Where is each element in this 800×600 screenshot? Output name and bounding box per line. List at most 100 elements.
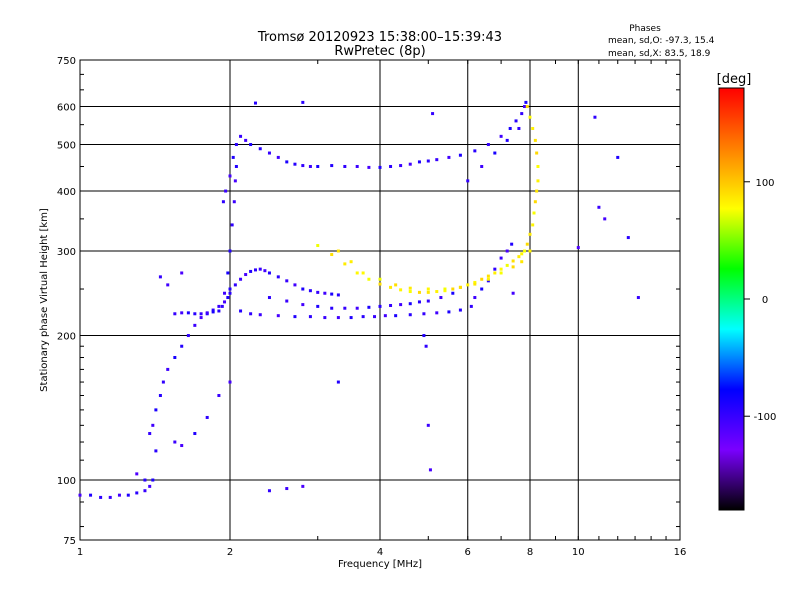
- x-mode-point: [499, 267, 503, 271]
- o-mode-point: [447, 310, 451, 314]
- o-mode-point: [480, 287, 484, 291]
- o-mode-point: [154, 408, 158, 412]
- o-mode-point: [336, 316, 340, 320]
- o-mode-point: [233, 283, 237, 287]
- o-mode-point: [301, 303, 305, 307]
- x-mode-point: [451, 287, 455, 291]
- o-mode-point: [293, 283, 297, 287]
- x-mode-point: [536, 179, 540, 183]
- o-mode-point: [469, 304, 473, 308]
- x-mode-point: [389, 285, 393, 289]
- x-mode-point: [533, 200, 537, 204]
- o-mode-point: [493, 151, 497, 155]
- o-mode-point: [285, 279, 289, 283]
- o-mode-point: [211, 310, 215, 314]
- x-mode-point: [532, 211, 536, 215]
- o-mode-point: [330, 164, 334, 168]
- o-mode-point: [244, 138, 248, 142]
- o-mode-point: [323, 316, 327, 320]
- o-mode-point: [154, 449, 158, 453]
- o-mode-point: [520, 112, 524, 116]
- o-mode-point: [308, 315, 312, 319]
- x-tick-label: 4: [377, 547, 383, 558]
- scattered-point: [285, 487, 289, 491]
- x-mode-point: [399, 288, 403, 292]
- x-mode-point: [480, 277, 484, 281]
- x-mode-point: [394, 283, 398, 287]
- scattered-point: [603, 217, 607, 221]
- o-mode-point: [249, 312, 253, 316]
- o-mode-point: [508, 126, 512, 130]
- x-mode-point: [525, 105, 529, 109]
- x-tick-label: 2: [227, 547, 233, 558]
- x-mode-point: [417, 290, 421, 294]
- o-mode-point: [499, 134, 503, 138]
- o-mode-point: [253, 268, 257, 272]
- o-mode-point: [336, 293, 340, 297]
- o-mode-point: [232, 200, 236, 204]
- o-mode-point: [267, 296, 271, 300]
- o-mode-point: [89, 493, 93, 497]
- colorbar-ticks: 100 0 -100: [744, 178, 776, 423]
- o-mode-point: [205, 311, 209, 315]
- colorbar-tick-label: -100: [754, 412, 777, 423]
- x-mode-point: [336, 249, 340, 253]
- o-mode-point: [447, 155, 451, 159]
- x-mode-point: [517, 255, 521, 259]
- o-mode-point: [435, 158, 439, 162]
- scattered-point: [597, 205, 601, 209]
- o-mode-point: [180, 444, 184, 448]
- o-mode-point: [373, 315, 377, 319]
- o-mode-point: [205, 415, 209, 419]
- o-mode-point: [378, 165, 382, 169]
- x-mode-point: [378, 277, 382, 281]
- o-mode-point: [458, 153, 462, 157]
- o-mode-point: [473, 149, 477, 153]
- x-mode-point: [525, 242, 529, 246]
- o-mode-point: [99, 495, 103, 499]
- x-mode-point: [528, 115, 532, 119]
- o-mode-point: [148, 484, 152, 488]
- o-mode-point: [383, 314, 387, 318]
- o-mode-point: [276, 275, 280, 279]
- o-mode-point: [480, 164, 484, 168]
- x-mode-point: [528, 232, 532, 236]
- o-mode-point: [343, 306, 347, 310]
- phase-info-heading: Phases: [629, 24, 661, 34]
- o-mode-point: [239, 134, 243, 138]
- y-tick-label: 750: [57, 56, 76, 67]
- o-mode-point: [408, 302, 412, 306]
- colorbar-tick-label: 0: [762, 295, 768, 306]
- scattered-point: [616, 155, 620, 159]
- x-axis-ticks: 1 2 4 6 8 10 16: [77, 60, 686, 558]
- scattered-point: [636, 296, 640, 300]
- o-mode-point: [117, 493, 121, 497]
- o-mode-point: [486, 279, 490, 283]
- scattered-point: [143, 478, 147, 482]
- o-mode-point: [228, 380, 232, 384]
- scattered-point: [426, 423, 430, 427]
- o-mode-point: [486, 143, 490, 147]
- o-mode-point: [389, 303, 393, 307]
- o-mode-point: [143, 489, 147, 493]
- x-mode-point: [535, 189, 539, 193]
- o-mode-point: [361, 315, 365, 319]
- o-mode-point: [510, 242, 514, 246]
- o-mode-point: [426, 299, 430, 303]
- y-axis-ticks: 75 100 200 300 400 500 600 750: [57, 56, 680, 547]
- y-tick-label: 300: [57, 247, 76, 258]
- o-mode-point: [258, 313, 262, 317]
- x-mode-point: [505, 263, 509, 267]
- o-mode-point: [228, 287, 232, 291]
- o-mode-point: [221, 200, 225, 204]
- o-mode-point: [408, 313, 412, 317]
- o-mode-point: [514, 119, 518, 123]
- x-mode-point: [531, 126, 535, 130]
- x-mode-point: [349, 260, 353, 264]
- o-mode-point: [263, 269, 267, 273]
- y-tick-label: 200: [57, 332, 76, 343]
- o-mode-point: [308, 289, 312, 293]
- o-mode-point: [517, 126, 521, 130]
- scattered-point: [424, 344, 428, 348]
- scattered-point: [301, 100, 305, 104]
